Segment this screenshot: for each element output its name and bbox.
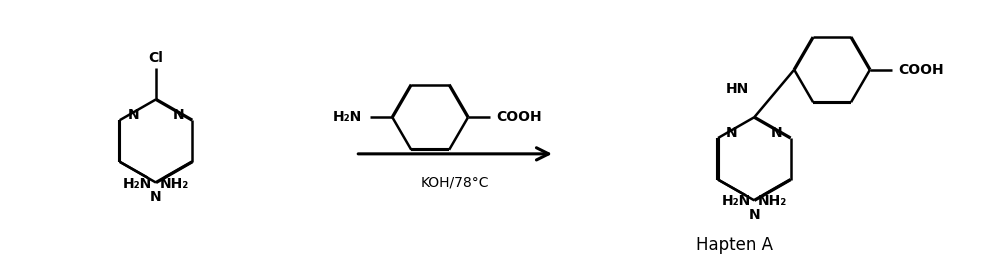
Text: N: N [173, 108, 184, 122]
Text: H₂N: H₂N [333, 110, 362, 124]
Text: COOH: COOH [496, 110, 542, 124]
Text: N: N [128, 108, 139, 122]
Text: Cl: Cl [149, 51, 163, 65]
Text: H₂N: H₂N [721, 194, 751, 208]
Text: HN: HN [726, 81, 749, 95]
Text: N: N [771, 126, 783, 140]
Text: N: N [150, 191, 162, 205]
Text: H₂N: H₂N [123, 177, 152, 191]
Text: COOH: COOH [898, 63, 944, 77]
Text: N: N [748, 208, 760, 222]
Text: N: N [726, 126, 738, 140]
Text: Hapten A: Hapten A [696, 236, 773, 254]
Text: KOH/78°C: KOH/78°C [421, 176, 489, 190]
Text: NH₂: NH₂ [160, 177, 189, 191]
Text: NH₂: NH₂ [758, 194, 787, 208]
